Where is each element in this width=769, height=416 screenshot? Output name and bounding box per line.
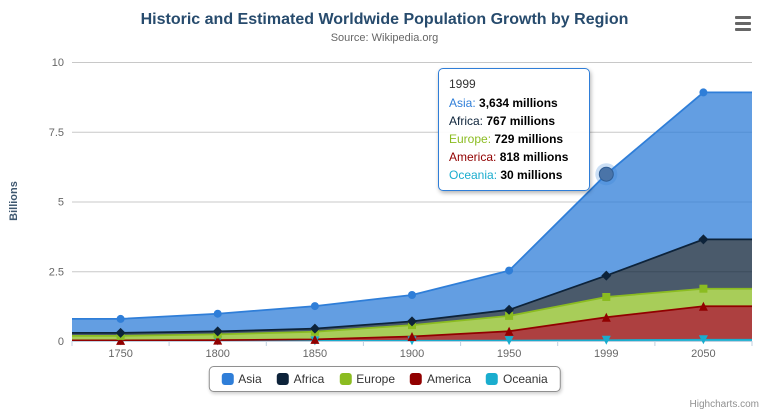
x-tick-label: 1850 xyxy=(303,348,327,360)
area-europe[interactable] xyxy=(72,288,752,341)
legend-symbol-asia xyxy=(221,373,234,385)
marker-america-1950[interactable] xyxy=(504,326,514,336)
marker-america-1750[interactable] xyxy=(116,335,126,345)
marker-africa-1999[interactable] xyxy=(601,270,612,281)
marker-oceania-1999[interactable] xyxy=(601,335,611,345)
x-tick-label: 1800 xyxy=(205,348,229,360)
axis-labels: 0 2.5 5 7.5 10 1750 1800 1850 1900 1950 1999 2050 xyxy=(49,57,716,360)
y-tick-label: 7.5 xyxy=(49,127,64,139)
marker-asia-1850[interactable] xyxy=(310,302,319,311)
y-tick-label: 0 xyxy=(58,336,64,348)
marker-america-1800[interactable] xyxy=(213,335,223,345)
tooltip-row-europe: Europe: 729 millions xyxy=(449,132,564,146)
chart-title: Historic and Estimated Worldwide Populat… xyxy=(140,11,629,28)
y-axis-title: Billions xyxy=(8,181,20,221)
credits-link[interactable]: Highcharts.com xyxy=(689,399,759,410)
legend-item-africa[interactable]: Africa xyxy=(276,372,325,386)
legend-symbol-oceania xyxy=(486,373,499,385)
legend: Asia Africa Europe America Oceania xyxy=(208,366,561,392)
hover-marker xyxy=(598,166,614,182)
marker-america-1999[interactable] xyxy=(601,312,611,322)
marker-asia-1950[interactable] xyxy=(505,266,514,275)
hover-point[interactable] xyxy=(595,163,618,186)
marker-asia-1800[interactable] xyxy=(213,309,222,318)
tooltip-header: 1999 xyxy=(449,77,476,91)
y-tick-label: 5 xyxy=(58,197,64,209)
marker-america-1850[interactable] xyxy=(310,334,320,344)
legend-label: Asia xyxy=(238,372,262,386)
legend-label: Europe xyxy=(356,372,396,386)
marker-africa-1850[interactable] xyxy=(309,323,320,334)
marker-africa-1950[interactable] xyxy=(504,304,515,315)
tooltip-row-america: America: 818 millions xyxy=(449,150,569,164)
x-tick-label: 1950 xyxy=(497,348,521,360)
hamburger-bar xyxy=(735,15,751,19)
x-tick-label: 2050 xyxy=(691,348,715,360)
area-america[interactable] xyxy=(72,306,752,341)
marker-asia-1750[interactable] xyxy=(116,314,125,323)
legend-label: Africa xyxy=(293,372,325,386)
area-asia[interactable] xyxy=(72,92,752,333)
chart-subtitle: Source: Wikipedia.org xyxy=(330,32,439,44)
series-markers[interactable] xyxy=(115,88,709,346)
marker-europe-1999[interactable] xyxy=(602,293,611,301)
marker-america-2050[interactable] xyxy=(698,301,708,311)
marker-europe-2050[interactable] xyxy=(699,284,708,293)
legend-symbol-africa xyxy=(276,373,289,385)
x-tick-label: 1750 xyxy=(108,348,132,360)
y-tick-label: 2.5 xyxy=(49,266,64,278)
marker-africa-1800[interactable] xyxy=(212,326,223,337)
legend-item-asia[interactable]: Asia xyxy=(221,372,262,386)
legend-label: Oceania xyxy=(503,372,548,386)
legend-item-europe[interactable]: Europe xyxy=(339,372,395,386)
tooltip-row-asia: Asia: 3,634 millions xyxy=(449,96,558,110)
x-tick-label: 1900 xyxy=(400,348,424,360)
tooltip-row-oceania: Oceania: 30 millions xyxy=(449,168,563,182)
marker-asia-1900[interactable] xyxy=(408,291,416,299)
hamburger-bar xyxy=(735,27,751,31)
marker-africa-1750[interactable] xyxy=(115,327,126,338)
legend-label: America xyxy=(427,372,472,386)
hamburger-bar xyxy=(735,21,751,25)
series-areas[interactable] xyxy=(72,92,752,341)
marker-africa-1900[interactable] xyxy=(407,316,417,327)
marker-oceania-1950[interactable] xyxy=(504,336,514,346)
marker-asia-2050[interactable] xyxy=(699,88,708,97)
area-africa[interactable] xyxy=(72,239,752,336)
tooltip-rows: Asia: 3,634 millions Africa: 767 millions… xyxy=(449,94,579,184)
x-tick-label: 1999 xyxy=(594,348,618,360)
marker-oceania-2050[interactable] xyxy=(698,335,708,345)
tooltip: 1999 Asia: 3,634 millions Africa: 767 mil… xyxy=(438,68,590,191)
legend-item-oceania[interactable]: Oceania xyxy=(486,372,548,386)
hamburger-menu-icon[interactable] xyxy=(733,12,757,34)
marker-africa-2050[interactable] xyxy=(698,234,709,245)
y-tick-label: 10 xyxy=(52,57,64,69)
legend-symbol-europe xyxy=(339,373,352,385)
legend-item-america[interactable]: America xyxy=(410,372,471,386)
marker-america-1900[interactable] xyxy=(407,332,417,341)
marker-europe-1950[interactable] xyxy=(505,311,514,320)
tooltip-row-africa: Africa: 767 millions xyxy=(449,114,556,128)
legend-symbol-america xyxy=(410,373,423,385)
